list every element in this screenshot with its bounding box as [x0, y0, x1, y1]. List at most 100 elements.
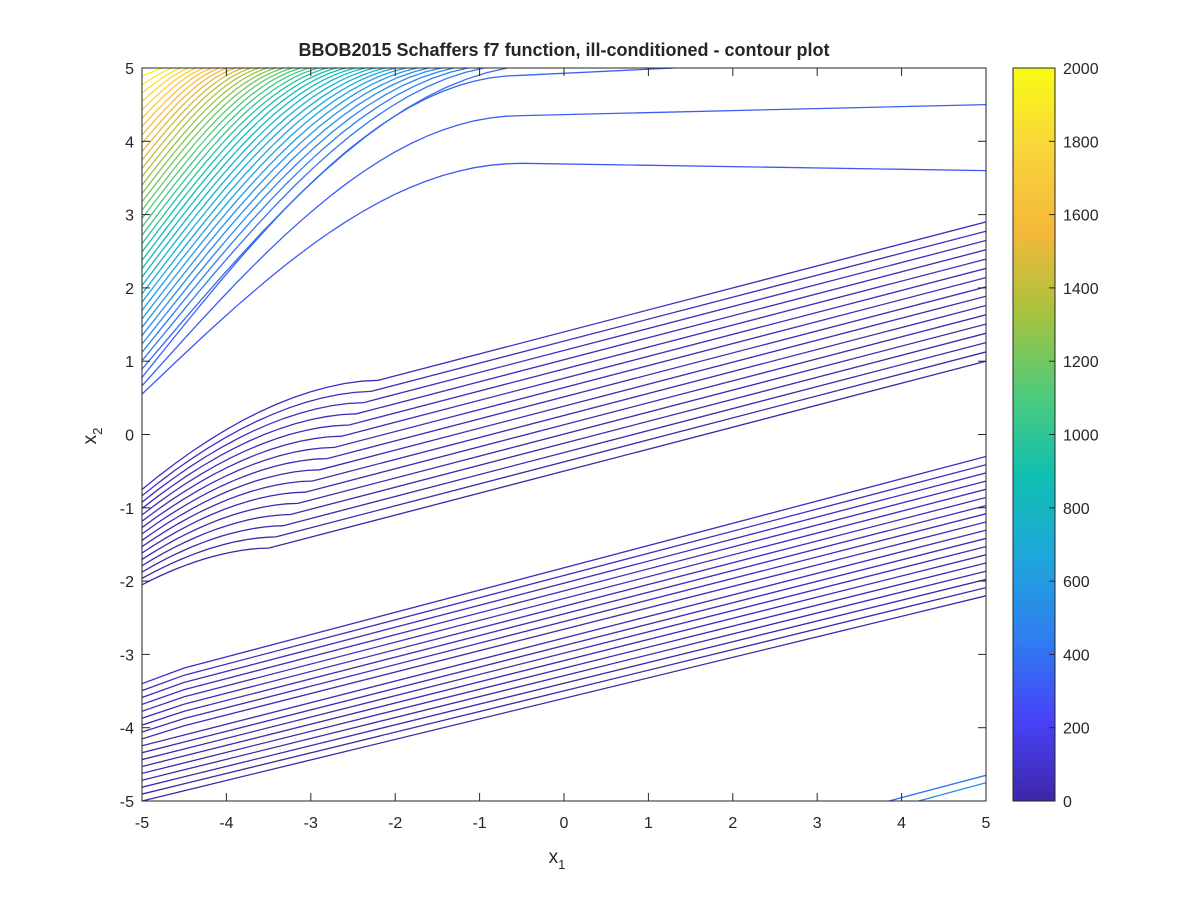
x-tick-label: -3 [304, 815, 318, 832]
contour-line-middle-band [142, 341, 986, 573]
contour-line-corner [918, 782, 986, 801]
x-tick-label: -4 [219, 815, 233, 832]
chart-title: BBOB2015 Schaffers f7 function, ill-cond… [298, 40, 829, 60]
x-tick-label: 0 [560, 815, 569, 832]
contour-line-corner [888, 774, 986, 801]
y-axis-label-base: x [80, 434, 101, 444]
contour-line-upper-fan [142, 68, 421, 320]
x-tick-label: -1 [472, 815, 486, 832]
colorbar-tick-label: 600 [1063, 574, 1090, 591]
contour-line-upper-fan [142, 68, 222, 136]
y-tick-label: 1 [125, 354, 134, 371]
contour-line-middle-band [142, 276, 986, 529]
x-tick-label: -5 [135, 815, 149, 832]
x-tick-label: -2 [388, 815, 402, 832]
contour-line-upper-fan [142, 68, 296, 211]
x-axis-label-subscript: 1 [558, 857, 565, 872]
contour-line-upper-fan [142, 68, 489, 362]
contour-line-lower-band [142, 586, 986, 795]
contour-line-middle-band [142, 351, 986, 579]
contour-line-lower-band [142, 562, 986, 775]
plot-area: -5 -4 -3 -2 -1 0 1 2 3 4 5 -5 -4 -3 -2 -1 0 1 2 3 4 5 [120, 61, 991, 832]
contour-line-upper-fan [142, 68, 254, 169]
x-tick-label: 4 [897, 815, 906, 832]
colorbar-tick-label: 800 [1063, 501, 1090, 518]
colorbar-tick-label: 400 [1063, 647, 1090, 664]
contour-line-middle-band [142, 304, 986, 548]
contour-line-middle-band [142, 323, 986, 560]
contour-line-middle-band [142, 221, 986, 491]
contour-line-lower-band [142, 504, 986, 726]
contour-line-lower-band [142, 578, 986, 788]
y-tick-label: 3 [125, 208, 134, 225]
contour-line-upper-fan [142, 68, 331, 244]
x-tick-label: 2 [728, 815, 737, 832]
contour-line-lower-band [142, 537, 986, 754]
colorbar-tick-label: 1800 [1063, 134, 1099, 151]
contour-line-lower-band [142, 545, 986, 761]
contour-line-upper-fan [142, 162, 986, 395]
contour-line-lower-band [142, 529, 986, 747]
contour-line-upper-fan [142, 68, 473, 353]
x-tick-label: 3 [813, 815, 822, 832]
colorbar-tick-label: 0 [1063, 794, 1072, 811]
contour-line-upper-fan [142, 68, 359, 270]
contour-line-upper-fan [142, 68, 433, 328]
y-tick-label: -2 [120, 574, 134, 591]
contour-line-upper-fan [142, 68, 399, 303]
y-tick-label: -3 [120, 647, 134, 664]
contour-line-upper-fan [142, 68, 388, 295]
colorbar-ticks: 0 200 400 600 800 1000 1200 1400 1600 1800 2000 [1049, 61, 1099, 811]
colorbar-gradient [1013, 68, 1055, 801]
y-tick-label: 0 [125, 428, 134, 445]
contour-line-upper-fan [142, 68, 199, 111]
contour-line-upper-fan [142, 68, 214, 127]
contour-line-upper-fan [142, 68, 445, 337]
y-axis-label-subscript: 2 [90, 428, 105, 435]
contour-line-lower-band [142, 595, 986, 801]
contour-line-lower-band [142, 570, 986, 781]
contour-line-upper-fan [142, 68, 183, 94]
contour-line-middle-band [142, 230, 986, 497]
contour-lines [142, 68, 986, 801]
contour-line-upper-fan [142, 103, 986, 387]
contour-line-upper-fan [142, 68, 349, 261]
contour-line-upper-fan [142, 68, 278, 194]
contour-line-lower-band [142, 521, 986, 740]
contour-line-upper-fan [142, 68, 238, 153]
x-axis-label-base: x [549, 847, 559, 868]
contour-line-middle-band [142, 267, 986, 522]
contour-line-middle-band [142, 258, 986, 516]
x-axis-ticks: -5 -4 -3 -2 -1 0 1 2 3 4 5 [135, 68, 991, 832]
contour-line-upper-fan [142, 68, 410, 311]
contour-line-middle-band [142, 332, 986, 567]
x-tick-label: 1 [644, 815, 653, 832]
contour-line-lower-band [142, 464, 986, 692]
contour-line-lower-band [142, 472, 986, 699]
contour-line-upper-fan [142, 68, 313, 228]
contour-line-upper-fan [142, 68, 378, 286]
contour-line-upper-fan [142, 68, 246, 161]
contour-line-upper-fan [142, 68, 287, 203]
contour-line-lower-band [142, 455, 986, 685]
contour-line-lower-band [142, 496, 986, 719]
contour-line-upper-fan [142, 68, 368, 278]
colorbar: 0 200 400 600 800 1000 1200 1400 1600 1800 2000 [1012, 61, 1099, 811]
y-tick-label: -5 [120, 794, 134, 811]
colorbar-tick-label: 1600 [1063, 208, 1099, 225]
contour-line-upper-fan [142, 68, 304, 219]
x-tick-label: 5 [982, 815, 991, 832]
y-tick-label: 5 [125, 61, 134, 78]
colorbar-tick-label: 1200 [1063, 354, 1099, 371]
contour-line-middle-band [142, 286, 986, 535]
contour-line-lower-band [142, 554, 986, 768]
colorbar-tick-label: 2000 [1063, 61, 1099, 78]
contour-line-upper-fan [142, 68, 340, 253]
contour-line-upper-fan [142, 68, 458, 345]
contour-line-upper-fan [142, 68, 230, 144]
x-axis-label: x1 [549, 847, 566, 872]
contour-line-upper-fan [142, 68, 207, 119]
contour-line-upper-fan [142, 68, 165, 77]
y-tick-label: -1 [120, 501, 134, 518]
